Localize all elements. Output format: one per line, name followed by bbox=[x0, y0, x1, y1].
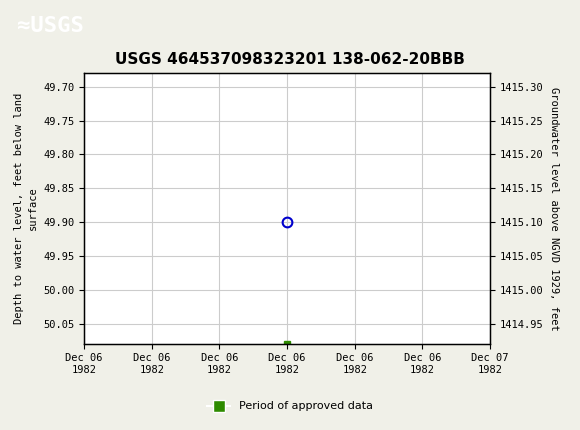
Y-axis label: Depth to water level, feet below land
surface: Depth to water level, feet below land su… bbox=[14, 93, 38, 324]
Legend: Period of approved data: Period of approved data bbox=[203, 397, 377, 416]
Y-axis label: Groundwater level above NGVD 1929, feet: Groundwater level above NGVD 1929, feet bbox=[549, 87, 559, 330]
Text: ≈USGS: ≈USGS bbox=[17, 16, 84, 36]
Text: USGS 464537098323201 138-062-20BBB: USGS 464537098323201 138-062-20BBB bbox=[115, 52, 465, 67]
